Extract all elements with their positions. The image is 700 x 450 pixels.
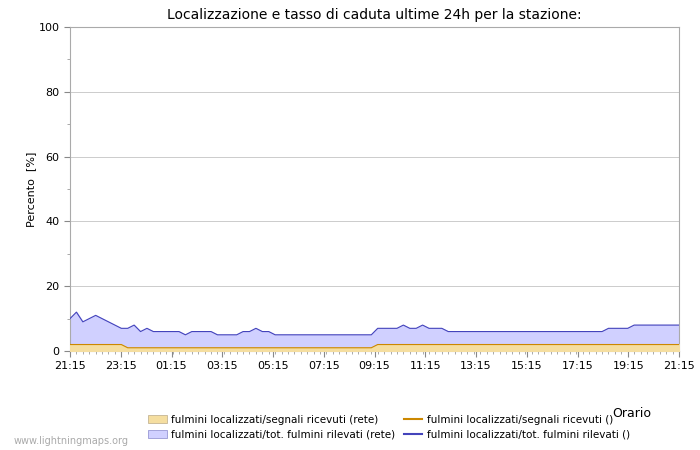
- Text: www.lightningmaps.org: www.lightningmaps.org: [14, 436, 129, 446]
- Title: Localizzazione e tasso di caduta ultime 24h per la stazione:: Localizzazione e tasso di caduta ultime …: [167, 8, 582, 22]
- Y-axis label: Percento  [%]: Percento [%]: [26, 151, 36, 227]
- Legend: fulmini localizzati/segnali ricevuti (rete), fulmini localizzati/tot. fulmini ri: fulmini localizzati/segnali ricevuti (re…: [148, 414, 630, 440]
- Text: Orario: Orario: [612, 407, 651, 420]
